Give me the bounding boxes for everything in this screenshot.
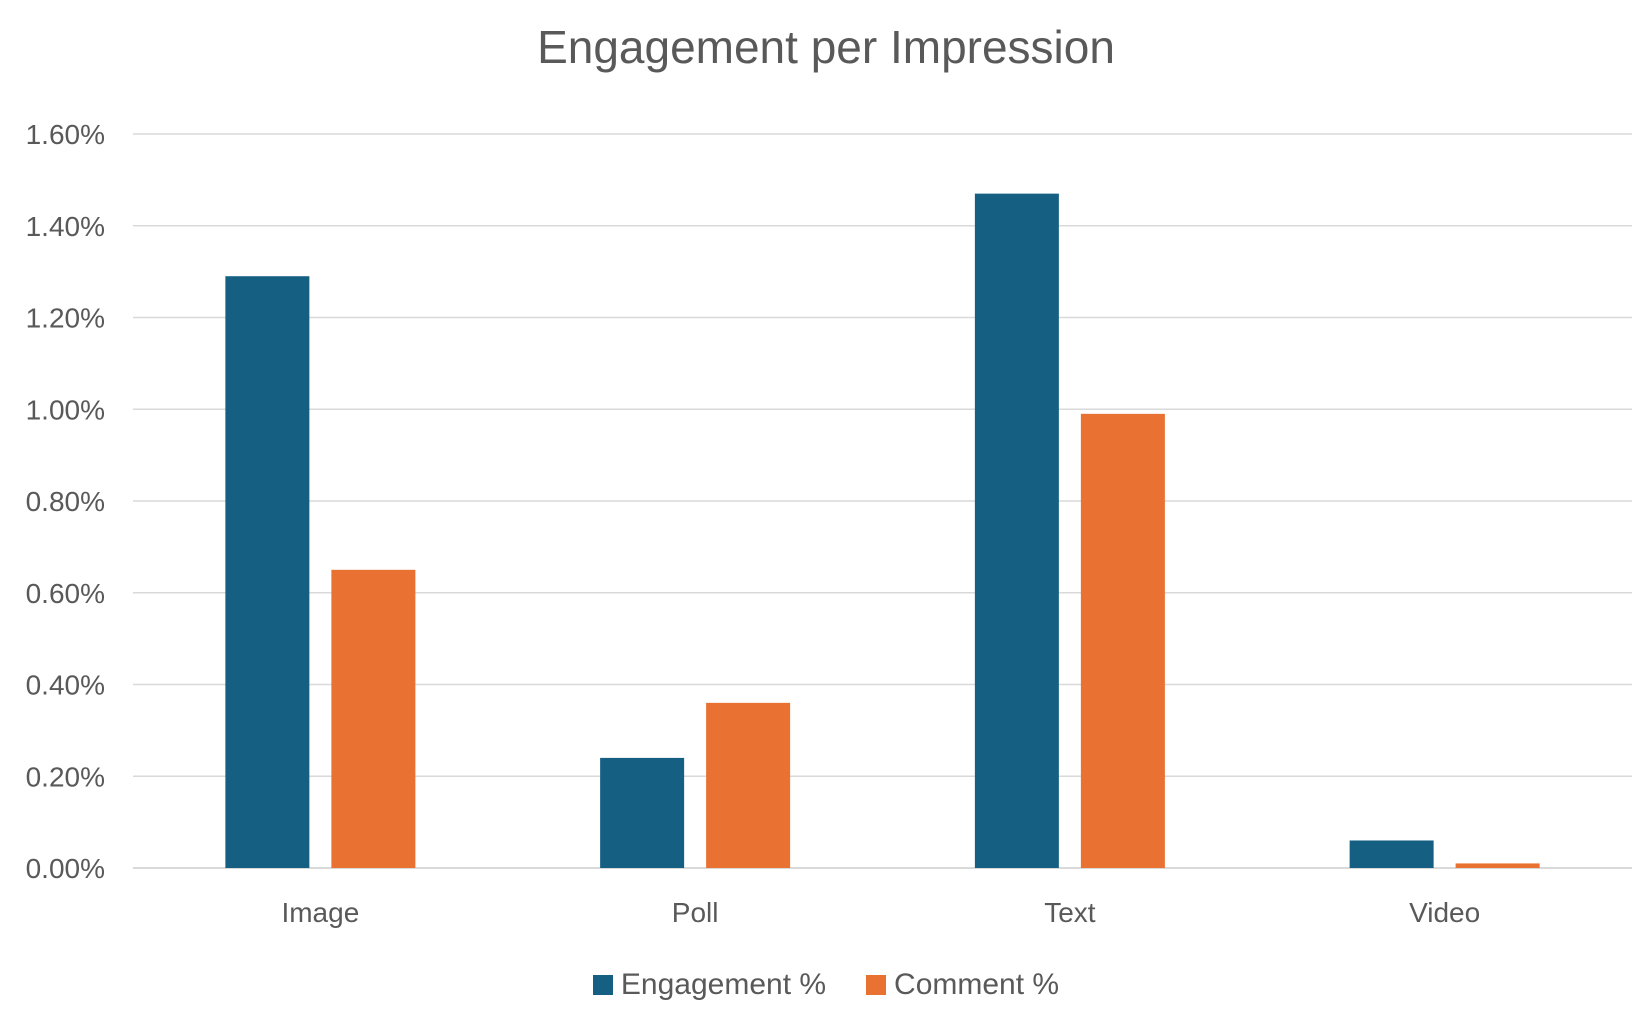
- y-tick-label: 1.20%: [26, 303, 105, 334]
- legend-item-comment: Comment %: [866, 968, 1059, 1002]
- category-label-video: Video: [1409, 897, 1480, 928]
- legend-swatch-comment: [866, 975, 887, 995]
- bar-poll-engagement: [600, 757, 685, 868]
- legend-item-engagement: Engagement %: [592, 968, 827, 1002]
- bar-text-engagement: [974, 193, 1059, 868]
- bar-text-comment: [1080, 413, 1165, 868]
- y-tick-label: 1.00%: [26, 394, 105, 425]
- category-label-image: Image: [281, 897, 359, 928]
- y-tick-label: 0.80%: [26, 486, 105, 517]
- bar-video-engagement: [1349, 840, 1434, 868]
- category-label-text: Text: [1044, 897, 1096, 928]
- bar-poll-comment: [706, 702, 791, 868]
- y-tick-label: 1.60%: [26, 119, 105, 150]
- y-tick-label: 0.60%: [26, 578, 105, 609]
- y-tick-label: 1.40%: [26, 211, 105, 242]
- y-tick-label: 0.40%: [26, 670, 105, 701]
- y-tick-label: 0.20%: [26, 761, 105, 792]
- y-tick-label: 0.00%: [26, 853, 105, 884]
- legend: Engagement % Comment %: [0, 968, 1652, 1002]
- y-axis-ticks: 0.00% 0.20% 0.40% 0.60% 0.80% 1.00% 1.20% 1.40%…: [26, 119, 105, 884]
- legend-label-engagement: Engagement %: [620, 968, 827, 1001]
- category-label-poll: Poll: [672, 897, 719, 928]
- x-axis-categories: Image Poll Text Video: [281, 897, 1480, 928]
- bar-video-comment: [1455, 863, 1540, 868]
- bar-image-engagement: [225, 276, 310, 868]
- bars: [225, 193, 1540, 868]
- legend-swatch-engagement: [592, 975, 613, 995]
- legend-label-comment: Comment %: [894, 968, 1060, 1001]
- bar-image-comment: [331, 569, 416, 868]
- chart-title: Engagement per Impression: [537, 21, 1115, 73]
